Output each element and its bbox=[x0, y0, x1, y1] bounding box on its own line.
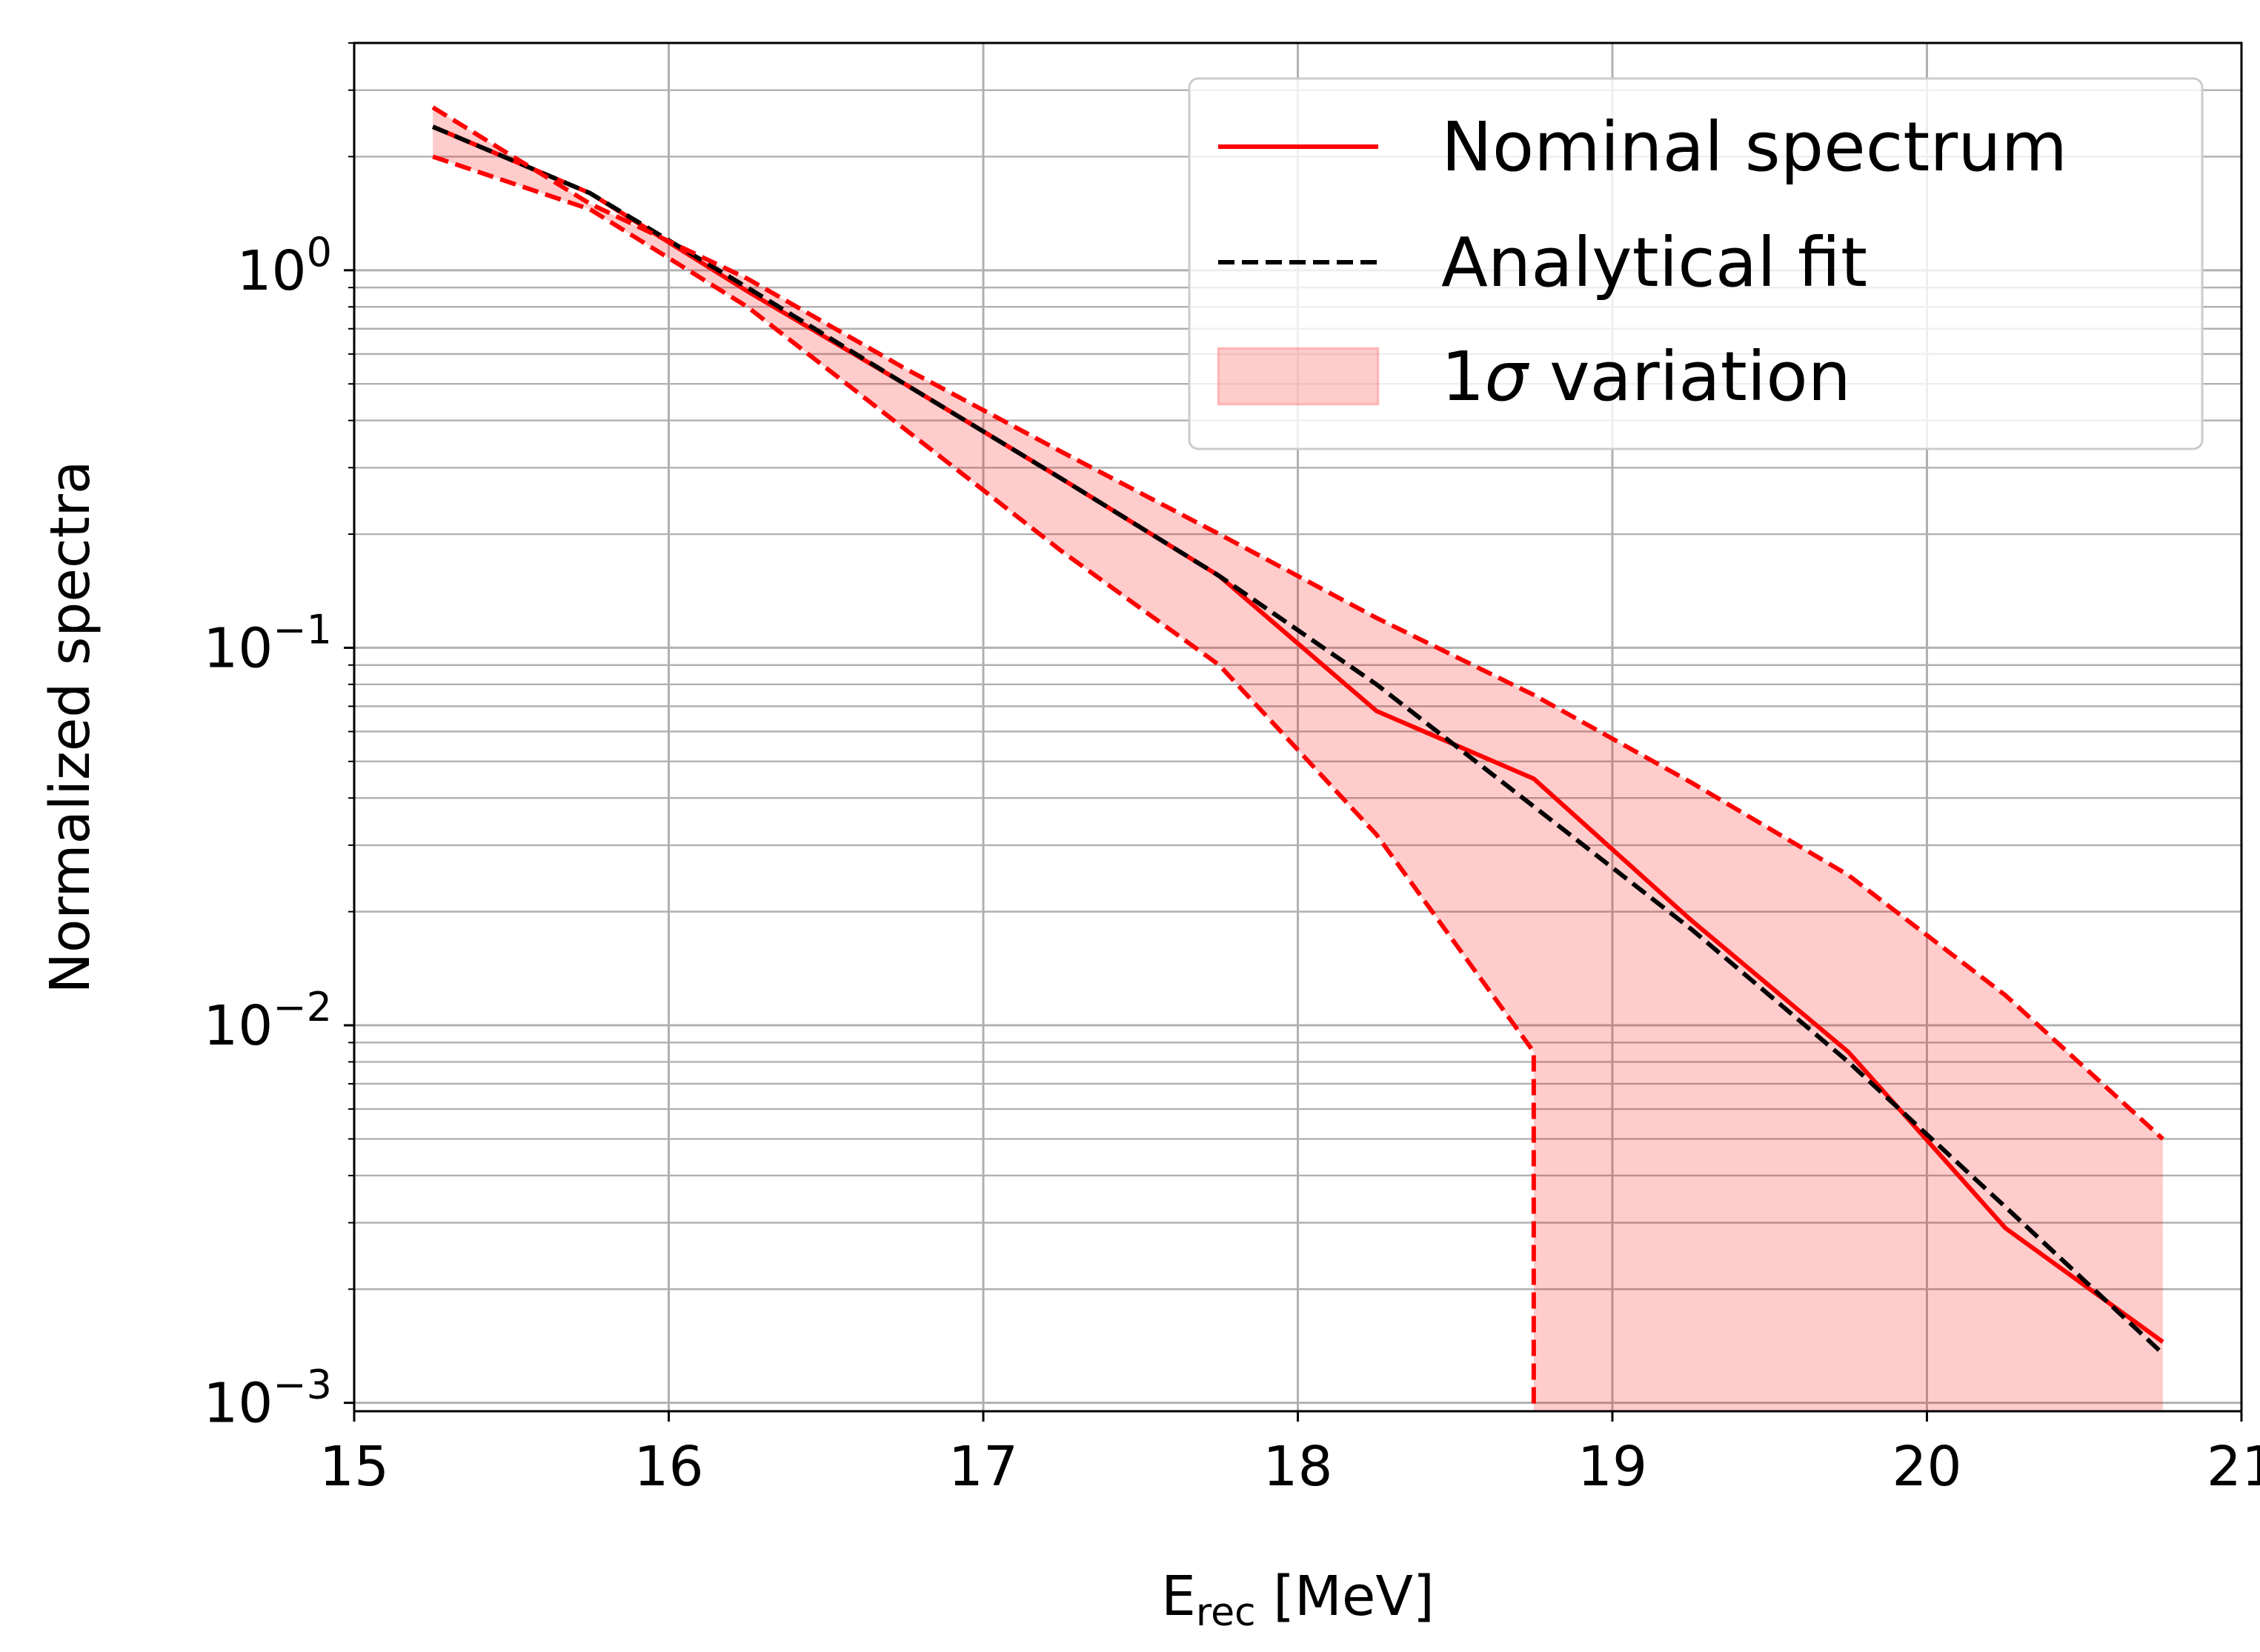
x-tick-label: 15 bbox=[319, 1435, 389, 1499]
x-tick-label: 19 bbox=[1578, 1435, 1647, 1499]
y-tick-exponent: −1 bbox=[273, 606, 332, 653]
nominal-spectrum-line bbox=[431, 124, 2164, 1344]
y-tick-exponent: −2 bbox=[273, 984, 332, 1030]
x-axis-title-main: E bbox=[1161, 1565, 1196, 1628]
x-axis-title: Erec [MeV] bbox=[1161, 1565, 1435, 1635]
y-tick-base: 10 bbox=[203, 994, 273, 1058]
legend-label-band: 1σ variation bbox=[1441, 337, 1851, 416]
sigma-band-fill bbox=[433, 107, 2163, 1411]
y-tick-exponent: −3 bbox=[273, 1362, 332, 1408]
legend-key-band bbox=[1217, 347, 1380, 406]
y-tick-label: 100 bbox=[236, 229, 332, 303]
x-tick-label: 21 bbox=[2207, 1435, 2260, 1499]
y-tick-base: 10 bbox=[203, 616, 273, 680]
x-axis-title-sub: rec bbox=[1196, 1591, 1256, 1635]
y-axis-title: Normalized spectra bbox=[39, 461, 102, 994]
series-lines bbox=[431, 105, 2164, 1411]
y-tick-label: 10−1 bbox=[203, 606, 332, 680]
y-tick-base: 10 bbox=[236, 239, 306, 303]
x-tick-label: 18 bbox=[1263, 1435, 1332, 1499]
y-tick-exponent: 0 bbox=[307, 229, 332, 276]
legend-label-nominal: Nominal spectrum bbox=[1441, 107, 2067, 187]
legend-label-band-rest: variation bbox=[1528, 337, 1851, 416]
y-tick-label: 10−3 bbox=[203, 1362, 332, 1436]
legend: Nominal spectrum Analytical fit 1σ varia… bbox=[1188, 77, 2204, 450]
sigma-band bbox=[433, 107, 2163, 1411]
x-tick-label: 20 bbox=[1892, 1435, 1961, 1499]
y-tick-label: 10−2 bbox=[203, 984, 332, 1058]
legend-label-band-sigma: σ bbox=[1485, 337, 1530, 416]
legend-label-fit: Analytical fit bbox=[1441, 223, 1867, 302]
y-tick-base: 10 bbox=[203, 1372, 273, 1436]
legend-box bbox=[1188, 77, 2204, 450]
analytical-fit-line bbox=[431, 124, 2164, 1356]
x-tick-label: 17 bbox=[948, 1435, 1018, 1499]
sigma-upper-line bbox=[431, 105, 2164, 1141]
legend-label-band-num: 1 bbox=[1441, 337, 1485, 416]
sigma-lower-line bbox=[432, 154, 1536, 1411]
x-axis-title-unit: [MeV] bbox=[1256, 1565, 1435, 1628]
x-tick-label: 16 bbox=[634, 1435, 703, 1499]
